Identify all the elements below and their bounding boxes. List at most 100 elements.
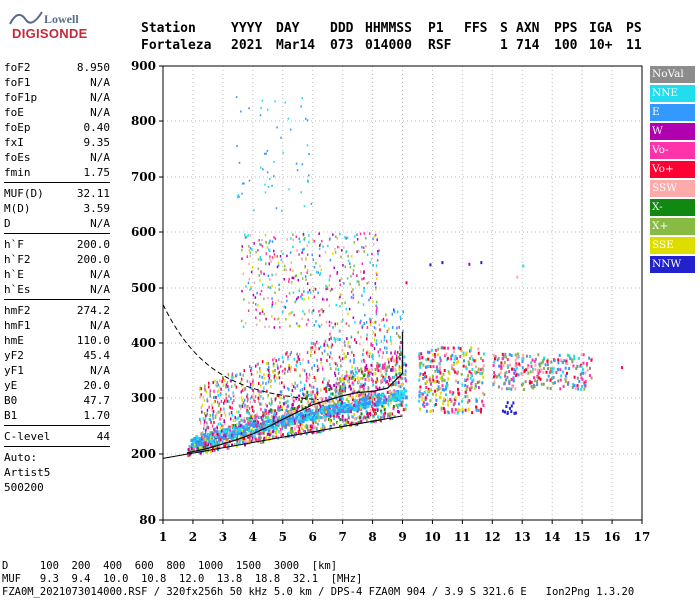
echo-point [355,394,358,398]
echo-point [346,277,349,280]
echo-point [337,399,340,403]
echo-point [350,376,353,380]
echo-point [242,182,244,185]
echo-point [203,423,206,427]
echo-point [361,397,365,401]
echo-point [433,359,436,363]
echo-point [465,388,468,392]
echo-point [369,352,371,356]
echo-point [255,437,257,441]
echo-point [320,428,323,432]
echo-point [261,360,264,364]
echo-point [229,406,232,410]
echo-point [529,355,532,358]
echo-point [311,311,313,314]
echo-point [262,397,264,400]
echo-point [473,386,476,390]
x-tick-label: 17 [634,530,651,544]
echo-point [337,411,341,415]
param-label: foEp [4,121,31,134]
echo-point [319,403,321,407]
echo-point [347,380,350,384]
echo-point [383,377,385,381]
echo-point [372,383,375,387]
echo-point [320,268,322,272]
echo-point [572,364,575,368]
echo-point [213,446,216,450]
echo-point [334,248,336,251]
echo-point [452,346,455,350]
echo-point [313,412,316,415]
header-row1-cell: PPS [554,21,578,36]
echo-point [286,238,288,241]
echo-point [234,383,236,387]
echo-point [272,358,274,362]
y-tick-label: 80 [139,513,156,527]
echo-point [472,378,475,382]
echo-point [240,435,243,439]
echo-point [320,396,323,400]
echo-point [379,363,381,367]
echo-point [427,350,429,354]
echo-point [331,288,333,291]
echo-point [260,272,263,275]
echo-point [388,360,390,364]
echo-point [583,381,586,385]
echo-point [209,445,212,449]
echo-point [359,385,362,389]
echo-point [312,290,315,293]
echo-point [508,353,511,357]
echo-point [380,370,382,374]
echo-point [423,375,426,379]
echo-point [422,373,425,376]
echo-point [352,293,355,297]
echo-point [317,430,320,434]
echo-point [422,401,425,405]
param-row: hmE 110.0 [4,333,110,348]
echo-point [335,235,337,238]
echo-point [547,374,550,378]
echo-point [211,439,215,442]
echo-point [445,387,448,391]
echo-point [273,253,276,256]
param-value: 47.7 [83,394,111,407]
echo-point [306,376,308,379]
x-tick-label: 5 [279,530,287,544]
echo-point [225,431,229,435]
echo-point [257,396,260,400]
echo-point [246,393,249,397]
echo-point [302,233,305,236]
echo-point [316,341,319,345]
echo-point [275,273,277,276]
echo-point [221,436,225,440]
echo-point [203,420,206,424]
echo-point [275,433,278,437]
echo-point [387,382,390,386]
param-divider [4,425,110,426]
echo-point [465,351,468,355]
echo-point [300,422,303,426]
echo-point [324,426,326,430]
echo-point [272,415,275,419]
echo-point [460,372,463,376]
echo-point [365,403,369,407]
echo-point [206,450,208,454]
echo-point [286,412,288,416]
echo-point [226,381,229,385]
echo-point [199,395,201,399]
echo-point [465,365,468,369]
echo-point [360,420,362,423]
echo-point [260,395,262,398]
echo-point [399,348,401,352]
echo-point [382,351,384,355]
echo-point [475,370,478,374]
echo-point [265,152,267,155]
echo-point [236,410,238,414]
echo-point [326,411,330,415]
echo-point [580,353,583,357]
echo-point [297,355,299,359]
echo-point [252,383,254,387]
header-row1-cell: S [500,21,508,36]
echo-point [345,377,348,381]
echo-point [216,430,219,434]
